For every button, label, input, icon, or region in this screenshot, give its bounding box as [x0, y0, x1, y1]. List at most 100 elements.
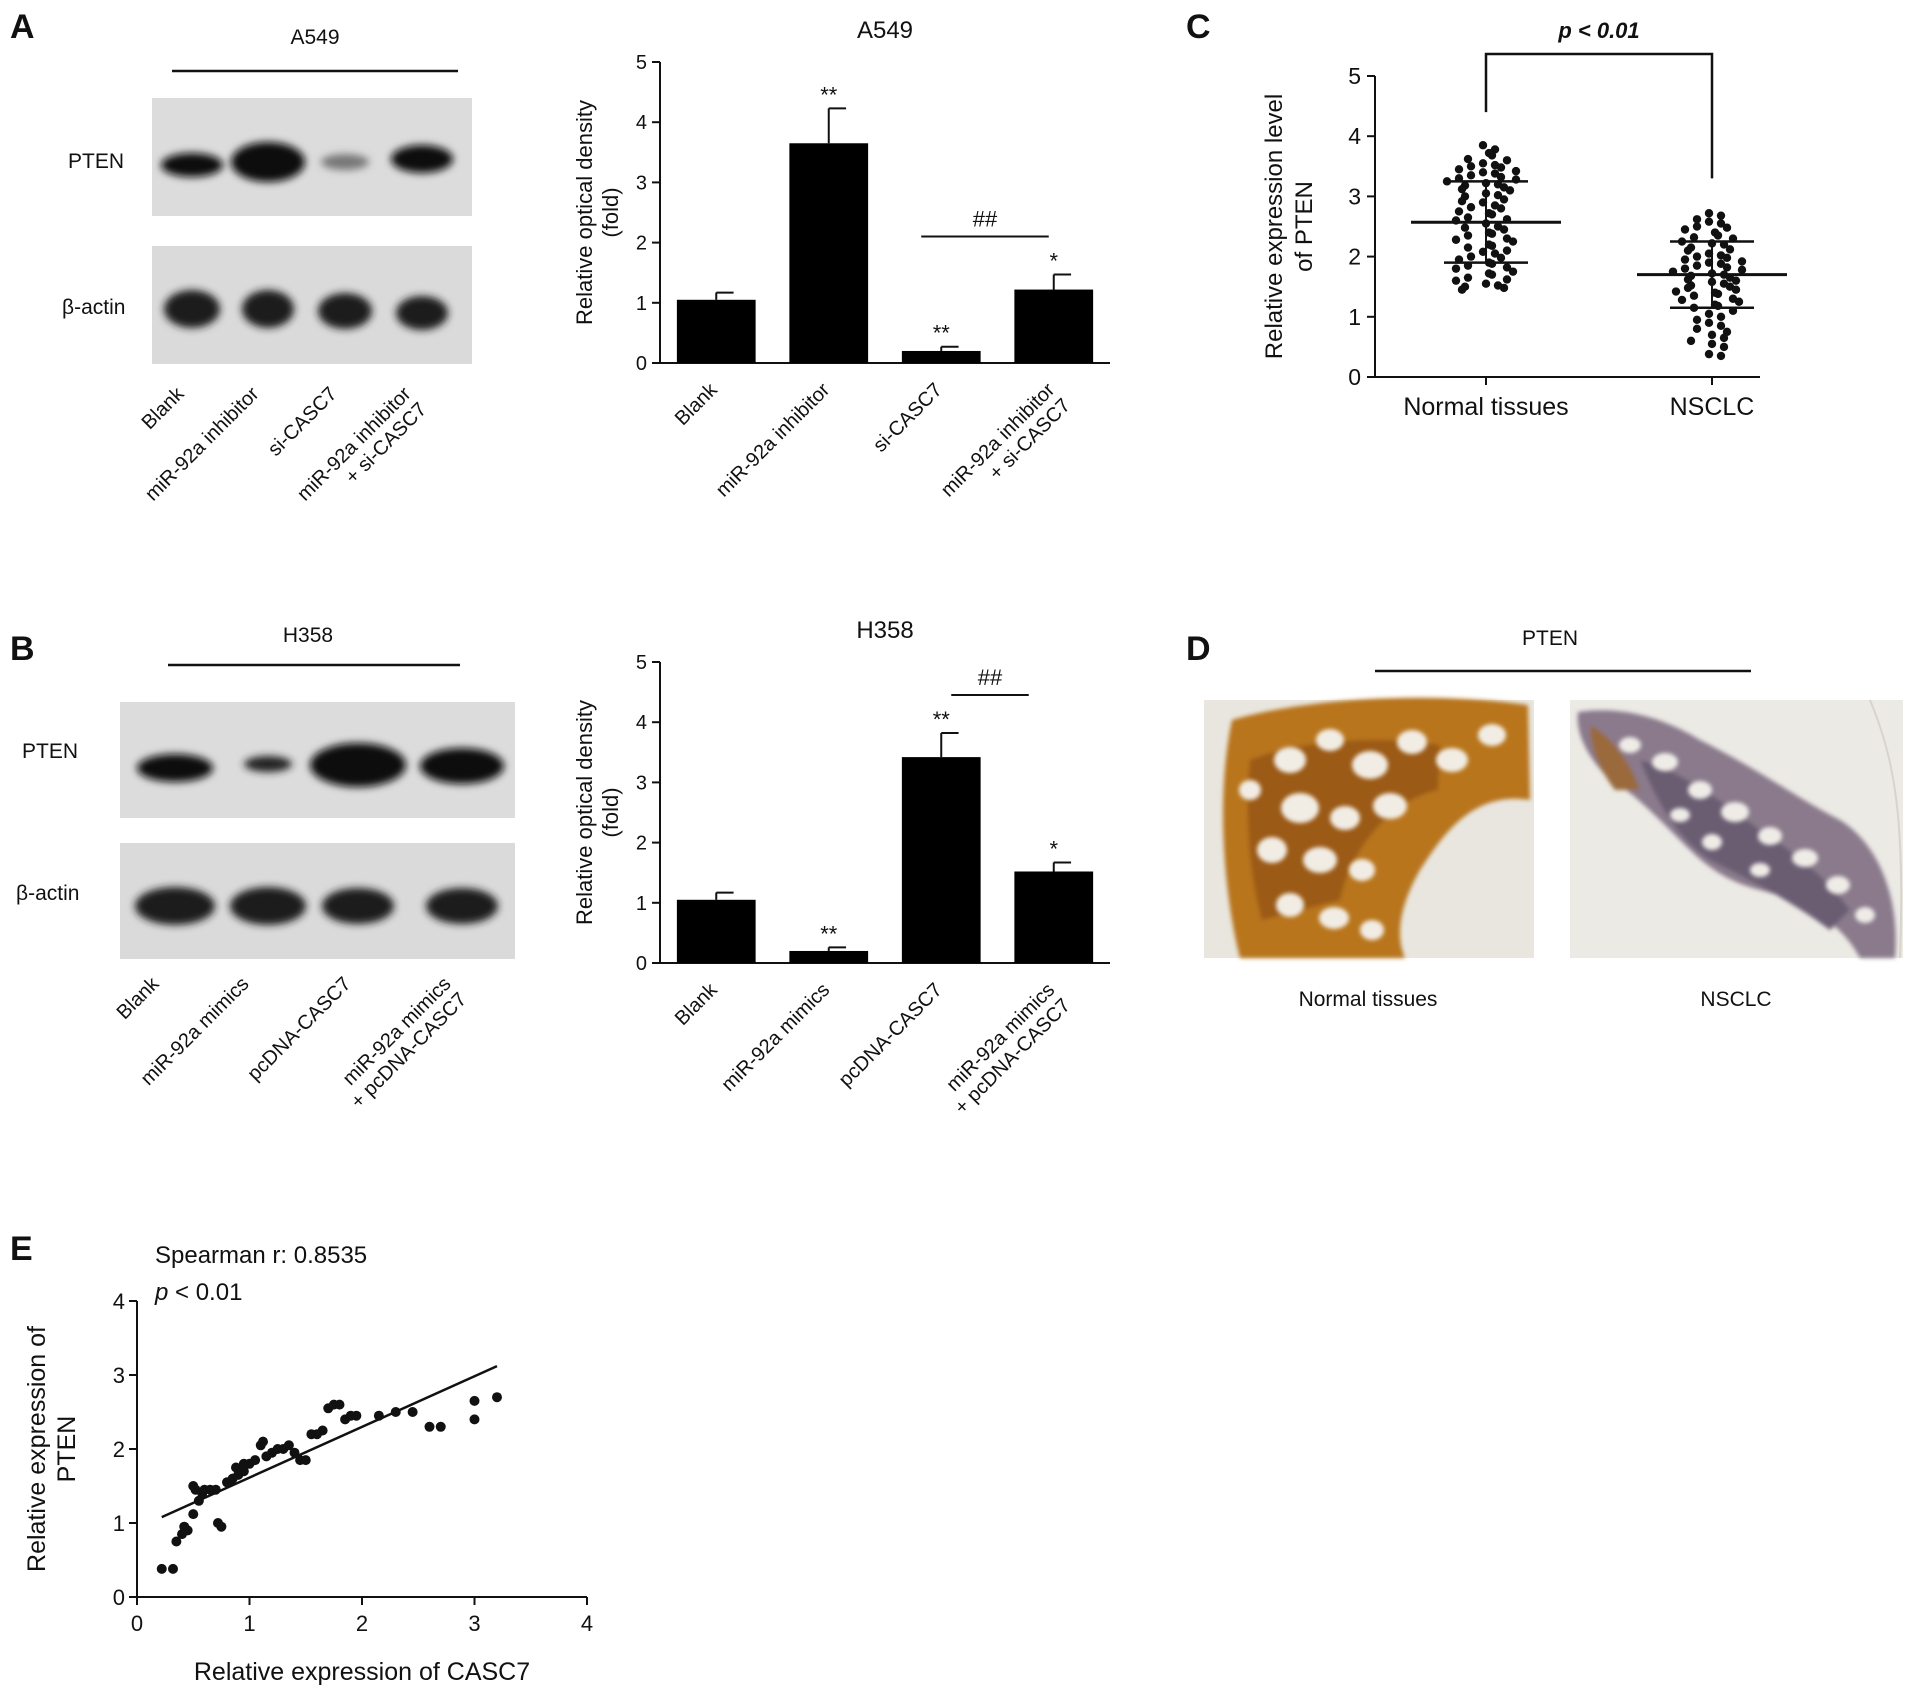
chartC-point-1-57 [1466, 252, 1476, 261]
chartE-point-52 [492, 1392, 502, 1403]
chartC-point-1-58 [1496, 253, 1506, 263]
chartC-category-1: Normal tissues [1403, 393, 1568, 421]
chartC-point-2-62 [1707, 330, 1717, 340]
blotA-lanes-lane-1-line-1: Blank [138, 382, 190, 434]
scatter-dot-plot-pten: Relative expression level of PTEN 0 1 2 3 4 5 No… [1261, 18, 1787, 421]
chartC-point-2-21 [1692, 252, 1702, 261]
blotA-lanes-lane-1: Blank [138, 382, 190, 434]
chartC-point-1-34 [1496, 204, 1506, 213]
blotB-lanes-lane-1-line-1: Blank [113, 972, 165, 1024]
chartB-category-3: pcDNA-CASC7 [835, 979, 947, 1091]
chartB-category-1: Blank [671, 978, 723, 1030]
chartE-point-1 [156, 1563, 167, 1574]
chartE-xtick-label-3: 3 [468, 1611, 480, 1636]
chartC-point-1-46 [1487, 229, 1497, 238]
chartB-ytick-label-5: 5 [636, 652, 647, 674]
chartC-ytick-label-5: 5 [1348, 63, 1361, 89]
chartC-point-1-43 [1460, 223, 1470, 232]
chartC-point-1-15 [1466, 171, 1476, 180]
chartB-ytick-label-4: 4 [636, 712, 647, 734]
chartC-point-1-7 [1478, 159, 1488, 168]
chartB-ytick-label-0: 0 [636, 953, 647, 975]
chartC-point-1-50 [1508, 237, 1518, 246]
chartE-point-35 [300, 1455, 311, 1466]
chartC-point-1-10 [1496, 163, 1506, 172]
panel-letter-e: E [10, 1230, 33, 1268]
chartE-stat-label: Spearman r: 0.8535 [155, 1242, 367, 1269]
chartA-sig-3: ** [933, 321, 951, 346]
chartC-point-2-37 [1731, 276, 1741, 285]
chartB-category-2: miR-92a mimics [717, 979, 834, 1096]
chartA-category-3-line-1: si-CASC7 [869, 379, 947, 457]
blotA-lanes-lane-3-line-1: si-CASC7 [264, 383, 342, 461]
chartC-point-1-63 [1502, 263, 1512, 272]
chartB-ytick-label-2: 2 [636, 833, 647, 855]
chartE-point-25 [250, 1455, 261, 1466]
chartE-xtick-label-1: 1 [243, 1611, 255, 1636]
chartE-fit-line [161, 1364, 498, 1519]
chartC-point-2-47 [1689, 291, 1699, 300]
chartC-point-1-38 [1463, 213, 1473, 222]
band-b-pten-blank [137, 754, 213, 782]
chartC-ylabel-line-1: Relative expression level [1261, 94, 1288, 359]
chartB-category-3-line-1: pcDNA-CASC7 [835, 979, 947, 1091]
chartC-point-2-8 [1680, 225, 1690, 234]
chartB-bar-3 [901, 757, 981, 963]
chartA-category-2-line-1: miR-92a inhibitor [712, 379, 835, 502]
chartB-ylabel: Relative optical density(fold) [572, 700, 623, 925]
chartA-bracket-label: ## [973, 207, 998, 232]
blotA-lanes-lane-3: si-CASC7 [264, 383, 342, 461]
chartC-ytick-label-2: 2 [1348, 244, 1361, 270]
chartC-point-1-56 [1490, 249, 1500, 258]
chartC-point-2-67 [1704, 349, 1714, 359]
chartC-point-1-11 [1454, 165, 1464, 174]
chartC-point-2-43 [1731, 285, 1741, 294]
chartC-point-2-3 [1692, 215, 1702, 224]
chartC-point-2-56 [1716, 312, 1726, 321]
chartC-point-1-69 [1502, 275, 1512, 284]
chartE-xtick-label-4: 4 [581, 1611, 593, 1636]
chartB-bar-1 [676, 899, 756, 963]
chartE-p-symbol: p [154, 1279, 168, 1306]
chartC-point-2-7 [1722, 223, 1732, 232]
chartE-point-47 [407, 1407, 418, 1417]
chartB-category-2-line-1: miR-92a mimics [717, 979, 834, 1096]
band-a-pten-blank [161, 153, 223, 177]
chartC-point-2-42 [1683, 283, 1693, 293]
chartC-significance-bracket [1484, 52, 1714, 179]
chartC-point-2-4 [1704, 217, 1714, 226]
chartC-point-1-27 [1493, 190, 1503, 200]
chartE-ylabel: Relative expression ofPTEN [23, 1326, 81, 1572]
chartE-point-2 [168, 1563, 178, 1574]
blotB-lanes-lane-3-line-1: pcDNA-CASC7 [243, 973, 355, 1085]
chartA-sig-2: ** [820, 82, 838, 107]
chartE-point-27 [258, 1436, 268, 1447]
bar-chart-a549: A549 Relative optical density(fold) 0 1 2 3 4 5… [572, 17, 1110, 502]
blot-band-label-pten-b: PTEN [22, 740, 78, 763]
ihc-image-normal [1204, 697, 1534, 958]
chartC-point-2-27 [1692, 261, 1702, 270]
chartA-title: A549 [857, 17, 913, 44]
chartC-point-2-29 [1680, 264, 1690, 273]
chartC-point-2-10 [1713, 231, 1723, 240]
chartE-xtick-label-0: 0 [131, 1611, 143, 1636]
chartC-point-2-65 [1707, 339, 1717, 349]
chartE-ytick-label-4: 4 [113, 1289, 125, 1314]
chartA-category-2: miR-92a inhibitor [712, 379, 835, 502]
band-b-pten-pcdna [310, 743, 406, 787]
chartA-ylabel-line-1: Relative optical density [572, 100, 597, 325]
chartB-bar-2 [789, 950, 869, 963]
ihc-image-nsclc [1570, 699, 1903, 959]
chartC-point-1-75 [1457, 285, 1467, 294]
chartC-point-1-1 [1478, 141, 1488, 150]
chartC-point-1-47 [1463, 231, 1473, 240]
chartC-point-2-6 [1692, 222, 1702, 231]
chartC-ylabel: Relative expression level of PTEN [1261, 94, 1318, 359]
band-b-pten-mimics [244, 756, 292, 772]
band-a-actin-1 [164, 290, 220, 328]
chartA-ytick-label-2: 2 [636, 233, 647, 255]
chartC-point-2-17 [1725, 245, 1735, 254]
band-a-actin-4 [396, 296, 448, 330]
